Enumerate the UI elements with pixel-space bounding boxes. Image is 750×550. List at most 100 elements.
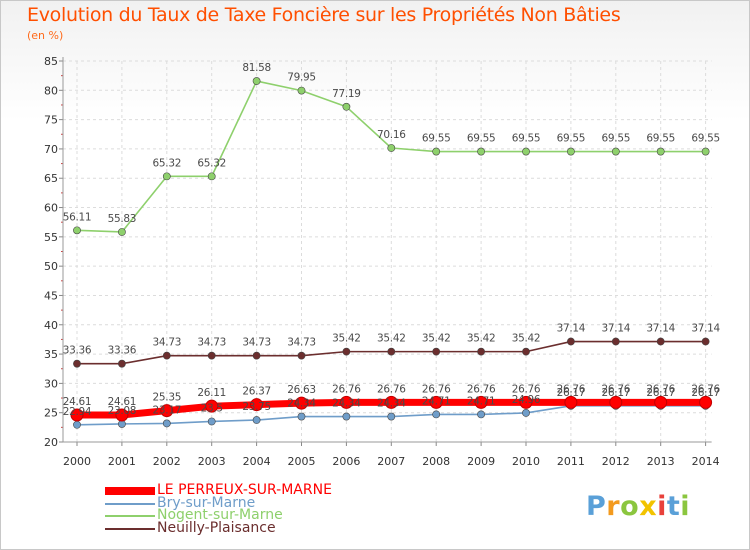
logo-letter: o <box>620 491 640 522</box>
data-label-nogent-sur-marne: 65.32 <box>197 157 226 169</box>
data-label-nogent-sur-marne: 69.55 <box>422 133 451 145</box>
legend-swatch-neuilly-plaisance <box>105 527 155 530</box>
data-point-neuilly-plaisance <box>477 347 485 356</box>
data-labels: 22.94 23.08 23.17 23.5 23.75 24.34 24.34 24.34 2… <box>63 62 721 418</box>
data-label-neuilly-plaisance: 34.73 <box>242 337 271 349</box>
data-point-nogent-sur-marne <box>656 147 665 156</box>
data-label-bry-sur-marne: 24.96 <box>512 394 541 406</box>
data-point-bry-sur-marne <box>207 417 216 426</box>
logo-letter: i <box>657 491 667 522</box>
x-tick-label: 2010 <box>512 455 540 468</box>
data-label-neuilly-plaisance: 33.36 <box>63 345 92 357</box>
proxiti-logo: Proxiti <box>586 491 690 522</box>
data-label-neuilly-plaisance: 37.14 <box>646 323 675 335</box>
data-label-neuilly-plaisance: 35.42 <box>422 333 451 345</box>
data-label-bry-sur-marne: 24.71 <box>422 395 451 407</box>
legend-item-nogent-sur-marne: Nogent-sur-Marne <box>105 507 365 523</box>
x-tick-label: 2013 <box>647 455 675 468</box>
data-point-neuilly-plaisance <box>387 347 396 356</box>
data-point-neuilly-plaisance <box>297 351 306 360</box>
y-tick-label: 85 <box>44 55 58 68</box>
x-tick-label: 2009 <box>467 455 495 468</box>
data-label-nogent-sur-marne: 69.55 <box>602 133 631 145</box>
data-point-bry-sur-marne <box>162 419 171 428</box>
data-point-nogent-sur-marne <box>522 147 530 156</box>
data-label-nogent-sur-marne: 69.55 <box>557 133 586 145</box>
y-tick-label: 80 <box>44 84 58 97</box>
x-tick-label: 2003 <box>198 455 226 468</box>
x-tick-label: 2004 <box>243 455 271 468</box>
data-point-le-perreux-sur-marne <box>564 395 578 409</box>
data-label-neuilly-plaisance: 35.42 <box>377 333 406 345</box>
data-label-nogent-sur-marne: 69.55 <box>512 133 541 145</box>
data-label-le-perreux-sur-marne: 26.37 <box>242 386 271 398</box>
data-point-le-perreux-sur-marne <box>384 395 398 409</box>
data-point-nogent-sur-marne <box>297 86 306 95</box>
data-point-le-perreux-sur-marne <box>699 395 713 409</box>
data-label-nogent-sur-marne: 70.16 <box>377 129 406 141</box>
chart-title: Evolution du Taux de Taxe Foncière sur l… <box>27 4 621 26</box>
data-point-neuilly-plaisance <box>73 359 81 368</box>
x-tick-label: 2008 <box>422 455 450 468</box>
data-point-nogent-sur-marne <box>477 147 485 156</box>
data-point-bry-sur-marne <box>73 420 81 429</box>
x-tick-label: 2006 <box>332 455 360 468</box>
data-point-nogent-sur-marne <box>701 147 710 156</box>
data-label-nogent-sur-marne: 77.19 <box>332 88 361 100</box>
data-point-le-perreux-sur-marne <box>429 395 443 409</box>
logo-letter: P <box>586 491 607 522</box>
data-point-nogent-sur-marne <box>207 172 216 181</box>
data-point-neuilly-plaisance <box>252 351 261 360</box>
data-label-le-perreux-sur-marne: 26.76 <box>512 383 541 395</box>
x-tick-label: 2005 <box>288 455 316 468</box>
data-point-le-perreux-sur-marne <box>70 408 84 422</box>
y-tick-label: 60 <box>44 202 58 215</box>
data-label-neuilly-plaisance: 33.36 <box>108 345 137 357</box>
data-point-neuilly-plaisance <box>567 337 575 346</box>
data-point-bry-sur-marne <box>342 412 351 421</box>
x-tick-label: 2012 <box>602 455 630 468</box>
logo-letter: r <box>606 491 621 522</box>
legend-swatch-bry-sur-marne <box>105 502 155 505</box>
data-point-le-perreux-sur-marne <box>654 395 668 409</box>
data-point-neuilly-plaisance <box>207 351 216 360</box>
line-chart: 20 25 30 35 40 45 50 55 60 65 70 75 80 85 2000 2001 2002… <box>44 55 721 468</box>
data-label-bry-sur-marne: 23.08 <box>108 405 137 417</box>
y-tick-label: 45 <box>44 289 58 302</box>
data-label-bry-sur-marne: 24.34 <box>377 398 406 410</box>
y-tick-label: 30 <box>44 377 58 390</box>
data-label-bry-sur-marne: 23.17 <box>153 404 182 416</box>
grid-lines <box>63 60 712 443</box>
data-label-neuilly-plaisance: 34.73 <box>153 337 182 349</box>
legend-item-bry-sur-marne: Bry-sur-Marne <box>105 494 365 511</box>
logo-letter: t <box>666 491 681 522</box>
data-point-bry-sur-marne <box>387 412 396 421</box>
data-label-bry-sur-marne: 22.94 <box>63 406 92 418</box>
data-point-nogent-sur-marne <box>162 172 171 181</box>
data-point-neuilly-plaisance <box>611 337 620 346</box>
y-tick-label: 55 <box>44 231 58 244</box>
data-label-bry-sur-marne: 23.5 <box>201 402 223 414</box>
logo-letter: x <box>639 491 658 522</box>
data-label-neuilly-plaisance: 34.73 <box>197 337 226 349</box>
data-label-bry-sur-marne: 24.71 <box>467 395 496 407</box>
x-tick-label: 2014 <box>692 455 720 468</box>
x-tick-label: 2007 <box>377 455 405 468</box>
data-label-nogent-sur-marne: 69.55 <box>646 133 675 145</box>
data-point-nogent-sur-marne <box>611 147 620 156</box>
data-label-le-perreux-sur-marne: 26.76 <box>467 383 496 395</box>
data-label-bry-sur-marne: 23.75 <box>242 401 271 413</box>
legend-label-nogent-sur-marne: Nogent-sur-Marne <box>157 507 283 523</box>
data-point-le-perreux-sur-marne <box>160 404 174 418</box>
data-point-nogent-sur-marne <box>387 144 396 152</box>
data-point-bry-sur-marne <box>297 412 306 421</box>
data-label-le-perreux-sur-marne: 26.76 <box>332 383 361 395</box>
data-point-nogent-sur-marne <box>252 77 261 85</box>
y-tick-label: 35 <box>44 348 58 361</box>
data-label-bry-sur-marne: 24.34 <box>332 398 361 410</box>
data-label-neuilly-plaisance: 35.42 <box>467 333 496 345</box>
legend-label-bry-sur-marne: Bry-sur-Marne <box>157 494 256 511</box>
series-group <box>70 77 713 429</box>
y-tick-label: 20 <box>44 436 58 449</box>
data-label-nogent-sur-marne: 69.55 <box>691 133 720 145</box>
